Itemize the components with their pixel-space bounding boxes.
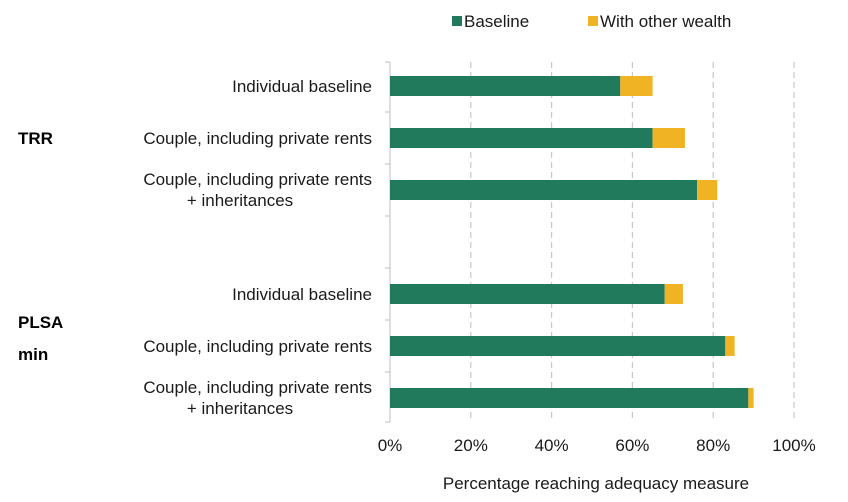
bar-other-wealth (697, 180, 718, 200)
row-label: Couple, including private rents (143, 378, 372, 397)
bar-other-wealth (664, 284, 683, 304)
x-tick-label: 40% (535, 436, 569, 455)
bar-other-wealth (725, 336, 735, 356)
x-tick-label: 100% (772, 436, 815, 455)
row-label: Couple, including private rents (143, 337, 372, 356)
x-tick-label: 20% (454, 436, 488, 455)
legend-swatch (588, 16, 598, 26)
bar-baseline (390, 336, 726, 356)
group-label-trr: TRR (18, 129, 53, 148)
bar-other-wealth (652, 128, 685, 148)
bar-baseline (390, 388, 749, 408)
legend-label: With other wealth (600, 12, 731, 31)
x-tick-label: 60% (615, 436, 649, 455)
x-tick-label: 0% (378, 436, 403, 455)
row-label: Individual baseline (232, 77, 372, 96)
legend-swatch (452, 16, 462, 26)
row-label-continued: + inheritances (187, 399, 293, 418)
bar-other-wealth (748, 388, 754, 408)
row-label-continued: + inheritances (187, 191, 293, 210)
bar-baseline (390, 180, 698, 200)
bar-other-wealth (620, 76, 653, 96)
group-label-min: min (18, 345, 48, 364)
group-label-plsa: PLSA (18, 313, 63, 332)
bar-baseline (390, 128, 653, 148)
row-label: Couple, including private rents (143, 129, 372, 148)
x-axis-title: Percentage reaching adequacy measure (443, 474, 749, 493)
legend-label: Baseline (464, 12, 529, 31)
row-label: Individual baseline (232, 285, 372, 304)
bar-baseline (390, 284, 665, 304)
bar-baseline (390, 76, 621, 96)
row-label: Couple, including private rents (143, 170, 372, 189)
x-tick-label: 80% (696, 436, 730, 455)
